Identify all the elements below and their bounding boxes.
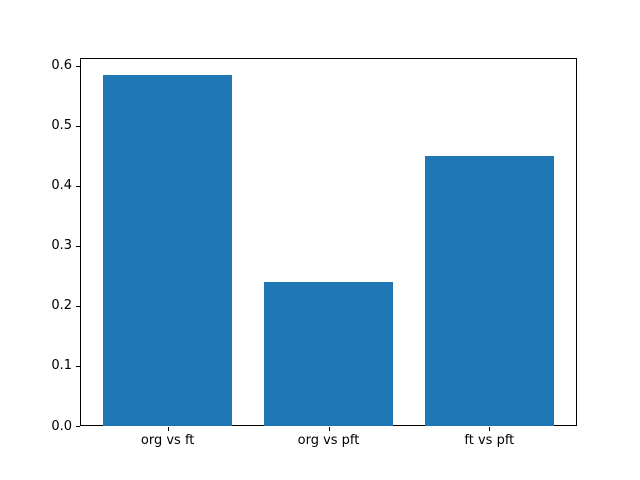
y-tick-label: 0.6 <box>51 58 72 74</box>
y-tick-label: 0.4 <box>51 178 72 194</box>
y-tick-label: 0.2 <box>51 298 72 314</box>
y-tick <box>76 426 80 427</box>
y-tick <box>76 245 80 247</box>
y-tick <box>76 125 80 127</box>
y-tick <box>76 305 80 307</box>
bar-org-vs-ft <box>103 74 232 426</box>
y-tick <box>76 65 80 67</box>
y-tick <box>76 365 80 367</box>
x-tick <box>489 427 491 431</box>
y-tick <box>76 185 80 187</box>
bar-org-vs-pft <box>264 281 393 426</box>
x-tick-label: org vs ft <box>140 433 195 448</box>
x-tick <box>167 427 169 431</box>
y-tick-label: 0.0 <box>51 418 72 434</box>
y-tick-label: 0.5 <box>51 118 72 134</box>
x-tick-label: org vs pft <box>297 433 360 448</box>
bar-ft-vs-pft <box>425 155 554 426</box>
x-tick <box>328 427 330 431</box>
y-tick-label: 0.3 <box>51 238 72 254</box>
x-tick-label: ft vs pft <box>464 433 515 448</box>
y-tick-label: 0.1 <box>51 358 72 374</box>
